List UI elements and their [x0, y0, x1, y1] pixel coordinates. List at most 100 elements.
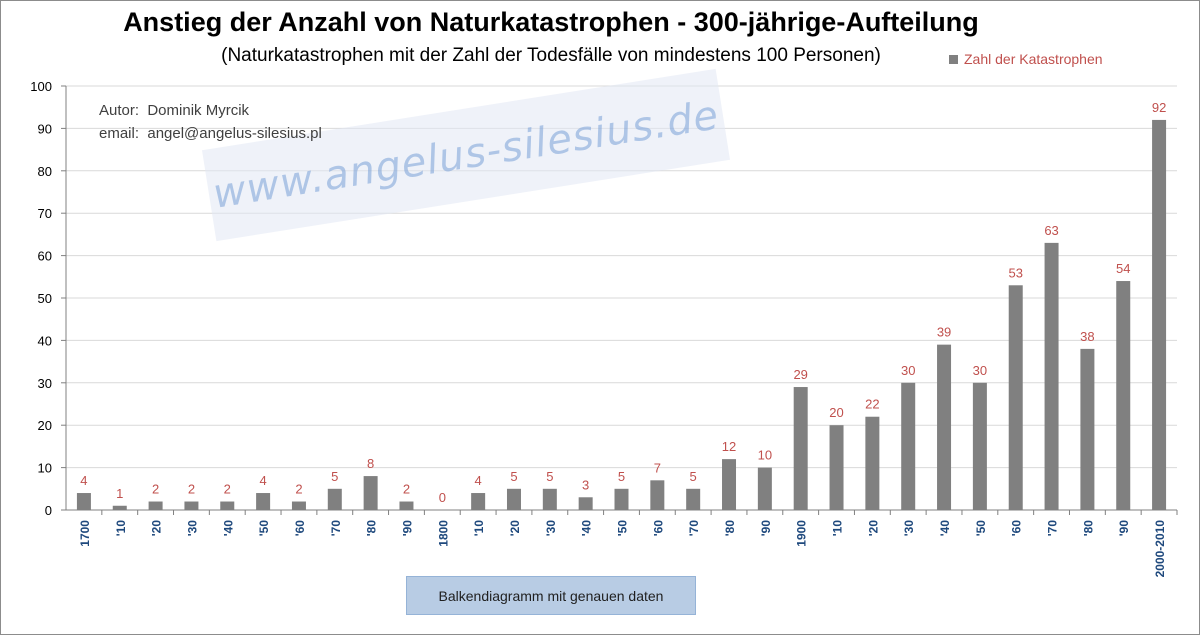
data-label: 0 [439, 490, 446, 505]
category-label: '10 [114, 520, 128, 537]
y-tick-label: 40 [38, 333, 52, 348]
bar [256, 493, 271, 510]
data-label: 4 [259, 473, 266, 488]
data-label: 5 [546, 469, 553, 484]
data-label: 1 [116, 486, 123, 501]
bar [793, 387, 808, 510]
data-label: 12 [722, 439, 736, 454]
data-label: 5 [510, 469, 517, 484]
bar [291, 501, 306, 510]
bar [686, 488, 701, 510]
author-name: Autor: Dominik Myrcik [99, 102, 250, 119]
y-tick-label: 20 [38, 418, 52, 433]
y-tick-label: 70 [38, 206, 52, 221]
bar [148, 501, 163, 510]
data-label: 54 [1116, 261, 1130, 276]
y-tick-label: 10 [38, 461, 52, 476]
data-label: 4 [80, 473, 87, 488]
data-label: 22 [865, 397, 879, 412]
y-tick-label: 90 [38, 121, 52, 136]
data-label: 5 [618, 469, 625, 484]
y-tick-label: 80 [38, 164, 52, 179]
data-label: 92 [1152, 100, 1166, 115]
category-label: 2000-2010 [1153, 520, 1167, 578]
data-label: 2 [152, 482, 159, 497]
detailed-data-button[interactable]: Balkendiagramm mit genauen daten [406, 576, 696, 615]
category-label: '30 [544, 520, 558, 537]
category-label: '30 [185, 520, 199, 537]
bar [1044, 242, 1059, 510]
y-tick-label: 0 [45, 503, 52, 518]
bar [865, 416, 880, 510]
category-label: '60 [651, 520, 665, 537]
legend-label: Zahl der Katastrophen [964, 51, 1103, 67]
bar [578, 497, 593, 510]
data-label: 53 [1008, 265, 1022, 280]
bar [722, 459, 737, 510]
category-label: '80 [365, 520, 379, 537]
category-label: '30 [902, 520, 916, 537]
category-label: '50 [257, 520, 271, 537]
data-label: 10 [758, 448, 772, 463]
data-label: 5 [690, 469, 697, 484]
data-label: 7 [654, 460, 661, 475]
category-label: '20 [150, 520, 164, 537]
data-label: 38 [1080, 329, 1094, 344]
category-label: '20 [866, 520, 880, 537]
category-label: '80 [1081, 520, 1095, 537]
bar [363, 476, 378, 510]
bar [1116, 281, 1131, 510]
y-tick-label: 30 [38, 376, 52, 391]
data-label: 29 [793, 367, 807, 382]
data-label: 3 [582, 477, 589, 492]
bar [1080, 348, 1095, 510]
bar [542, 488, 557, 510]
category-label: '60 [293, 520, 307, 537]
bar [1152, 119, 1167, 511]
bar [399, 501, 414, 510]
data-label: 2 [295, 482, 302, 497]
data-label: 30 [973, 363, 987, 378]
y-tick-label: 100 [30, 79, 52, 94]
data-label: 63 [1044, 223, 1058, 238]
bar [901, 382, 916, 510]
category-label: '60 [1010, 520, 1024, 537]
bar [506, 488, 521, 510]
category-label: '70 [687, 520, 701, 537]
category-label: 1800 [436, 520, 450, 547]
category-label: '40 [580, 520, 594, 537]
bar [757, 467, 772, 510]
bar [184, 501, 199, 510]
legend: Zahl der Katastrophen [949, 51, 1103, 67]
bar [471, 493, 486, 510]
bar [829, 425, 844, 510]
data-label: 8 [367, 456, 374, 471]
data-label: 5 [331, 469, 338, 484]
category-label: '20 [508, 520, 522, 537]
category-label: '40 [221, 520, 235, 537]
category-label: '50 [974, 520, 988, 537]
bar [220, 501, 235, 510]
bar [1008, 285, 1023, 510]
data-label: 4 [475, 473, 482, 488]
legend-swatch [949, 54, 958, 64]
category-label: '90 [400, 520, 414, 537]
author-info: Autor: Dominik Myrcik email: angel@angel… [99, 99, 322, 145]
y-tick-label: 60 [38, 249, 52, 264]
bar [614, 488, 629, 510]
category-label: '90 [759, 520, 773, 537]
author-email: email: angel@angelus-silesius.pl [99, 125, 322, 142]
chart-subtitle: (Naturkatastrophen mit der Zahl der Tode… [221, 45, 881, 66]
bar [327, 488, 342, 510]
y-tick-label: 50 [38, 291, 52, 306]
chart-title: Anstieg der Anzahl von Naturkatastrophen… [123, 7, 979, 37]
category-label: '50 [616, 520, 630, 537]
bar [937, 344, 952, 510]
data-label: 2 [224, 482, 231, 497]
data-label: 30 [901, 363, 915, 378]
category-label: '70 [1046, 520, 1060, 537]
data-label: 39 [937, 325, 951, 340]
category-label: '80 [723, 520, 737, 537]
